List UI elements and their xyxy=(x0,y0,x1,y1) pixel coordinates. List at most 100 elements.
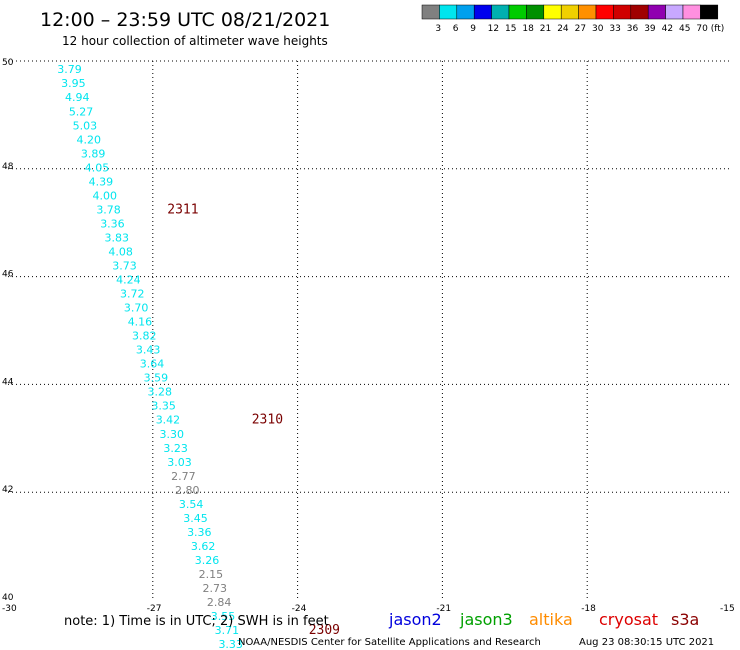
swh-point: 2.15 xyxy=(199,568,224,581)
swh-point: 3.36 xyxy=(187,526,212,539)
scale-swatch xyxy=(456,4,475,20)
swh-point: 3.59 xyxy=(144,372,169,385)
swh-point: 3.62 xyxy=(191,540,216,553)
swh-point: 3.73 xyxy=(112,260,137,273)
scale-swatch xyxy=(665,4,684,20)
swh-point: 3.71 xyxy=(215,624,240,637)
axis-ticks: -30 -27 -24 -21 -18 -15 40 42 44 46 48 50 xyxy=(2,58,735,614)
grid xyxy=(8,60,732,600)
scale-swatch xyxy=(613,4,632,20)
swh-point: 3.43 xyxy=(136,344,161,357)
units-note: note: 1) Time is in UTC; 2) SWH is in fe… xyxy=(64,614,329,629)
swh-point: 5.27 xyxy=(69,105,94,118)
satellite-legend-jason2: jason2 xyxy=(388,610,442,629)
swh-point: 4.94 xyxy=(65,91,90,104)
y-tick-label: 44 xyxy=(2,377,14,387)
swh-point: 3.30 xyxy=(160,428,185,441)
x-tick-label: -21 xyxy=(436,604,451,614)
x-tick-label: -27 xyxy=(147,604,162,614)
scale-swatch xyxy=(578,4,597,20)
scale-label: 45 xyxy=(679,24,690,34)
y-tick-label: 42 xyxy=(2,485,13,495)
swh-point: 3.78 xyxy=(96,204,121,217)
scale-label: 39 xyxy=(644,24,656,34)
swh-point: 4.00 xyxy=(92,190,117,203)
pass-labels: 2311231023092308 xyxy=(167,203,340,638)
y-tick-label: 50 xyxy=(2,58,14,68)
scale-swatch xyxy=(647,4,666,20)
swh-point: 3.45 xyxy=(183,512,208,525)
scale-swatch xyxy=(421,4,440,20)
y-tick-label: 48 xyxy=(2,162,14,172)
swh-point: 5.03 xyxy=(73,119,98,132)
scale-label: 12 xyxy=(488,24,499,34)
swh-point: 4.16 xyxy=(128,316,152,329)
swh-point: 3.79 xyxy=(57,63,81,76)
scale-swatch xyxy=(526,4,545,20)
scale-swatch xyxy=(491,4,510,20)
x-tick-label: -30 xyxy=(2,604,17,614)
scale-swatch xyxy=(508,4,527,20)
scale-swatch xyxy=(543,4,562,20)
swh-point: 2.77 xyxy=(171,470,196,483)
swh-point: 2.80 xyxy=(175,484,200,497)
swh-point: 3.72 xyxy=(120,288,145,301)
swh-point: 4.39 xyxy=(89,176,114,189)
swh-point: 3.70 xyxy=(124,302,149,315)
swh-point: 3.42 xyxy=(156,414,181,427)
swh-point: 3.33 xyxy=(218,638,243,650)
scale-swatch xyxy=(630,4,649,20)
scale-swatch xyxy=(682,4,701,20)
swh-point: 3.95 xyxy=(61,77,86,90)
swh-point: 3.03 xyxy=(167,456,192,469)
y-tick-label: 46 xyxy=(2,270,14,280)
swh-point: 3.64 xyxy=(140,358,165,371)
scale-label: 6 xyxy=(453,24,459,34)
x-tick-label: -24 xyxy=(292,604,307,614)
swh-point: 4.05 xyxy=(85,161,110,174)
swh-point: 2.84 xyxy=(207,596,232,609)
swh-point: 4.24 xyxy=(116,274,141,287)
scale-label: 9 xyxy=(470,24,476,34)
satellite-legend-altika: altika xyxy=(529,610,573,629)
pass-label: 2310 xyxy=(252,413,283,428)
satellite-legend-jason3: jason3 xyxy=(459,610,513,629)
swh-point: 3.82 xyxy=(132,330,157,343)
scale-label: 36 xyxy=(627,24,639,34)
scale-swatch xyxy=(700,4,719,20)
swh-point: 3.23 xyxy=(163,442,188,455)
chart-title: 12:00 – 23:59 UTC 08/21/2021 xyxy=(40,9,330,31)
data-points: 3.793.954.945.275.034.203.894.05 4.394.00… xyxy=(57,63,243,650)
scale-label: 3 xyxy=(435,24,441,34)
swh-point: 3.35 xyxy=(151,400,176,413)
scale-label: 21 xyxy=(540,24,551,34)
scale-swatch xyxy=(473,4,492,20)
swh-point: 3.36 xyxy=(100,218,125,231)
scale-swatch xyxy=(560,4,579,20)
scale-label: 33 xyxy=(609,24,620,34)
color-scale: 3 6 9 12 15 18 21 24 27 30 33 36 39 42 45 70 (ft) xyxy=(421,4,724,34)
swh-point: 3.28 xyxy=(147,386,172,399)
satellite-legend-cryosat: cryosat xyxy=(599,610,658,629)
swh-point: 4.20 xyxy=(77,133,102,146)
satellite-legend: jason2 jason3 altika cryosat s3a xyxy=(388,610,699,629)
footer-credit: NOAA/NESDIS Center for Satellite Applica… xyxy=(238,637,541,648)
satellite-legend-s3a: s3a xyxy=(671,610,699,629)
swh-point: 3.55 xyxy=(211,610,236,623)
pass-label: 2311 xyxy=(167,203,198,218)
scale-label: 24 xyxy=(557,24,569,34)
scale-label: 30 xyxy=(592,24,604,34)
scale-swatch xyxy=(595,4,614,20)
chart-subtitle: 12 hour collection of altimeter wave hei… xyxy=(62,34,328,48)
swh-point: 4.08 xyxy=(108,246,133,259)
footer-timestamp: Aug 23 08:30:15 UTC 2021 xyxy=(579,637,714,648)
swh-point: 2.73 xyxy=(203,582,228,595)
pass-label: 2309 xyxy=(309,623,340,638)
x-tick-label: -18 xyxy=(581,604,596,614)
x-tick-label: -15 xyxy=(720,604,735,614)
swh-point: 3.26 xyxy=(195,554,220,567)
y-tick-label: 40 xyxy=(2,593,14,603)
scale-swatch xyxy=(439,4,458,20)
swh-point: 3.54 xyxy=(179,498,204,511)
